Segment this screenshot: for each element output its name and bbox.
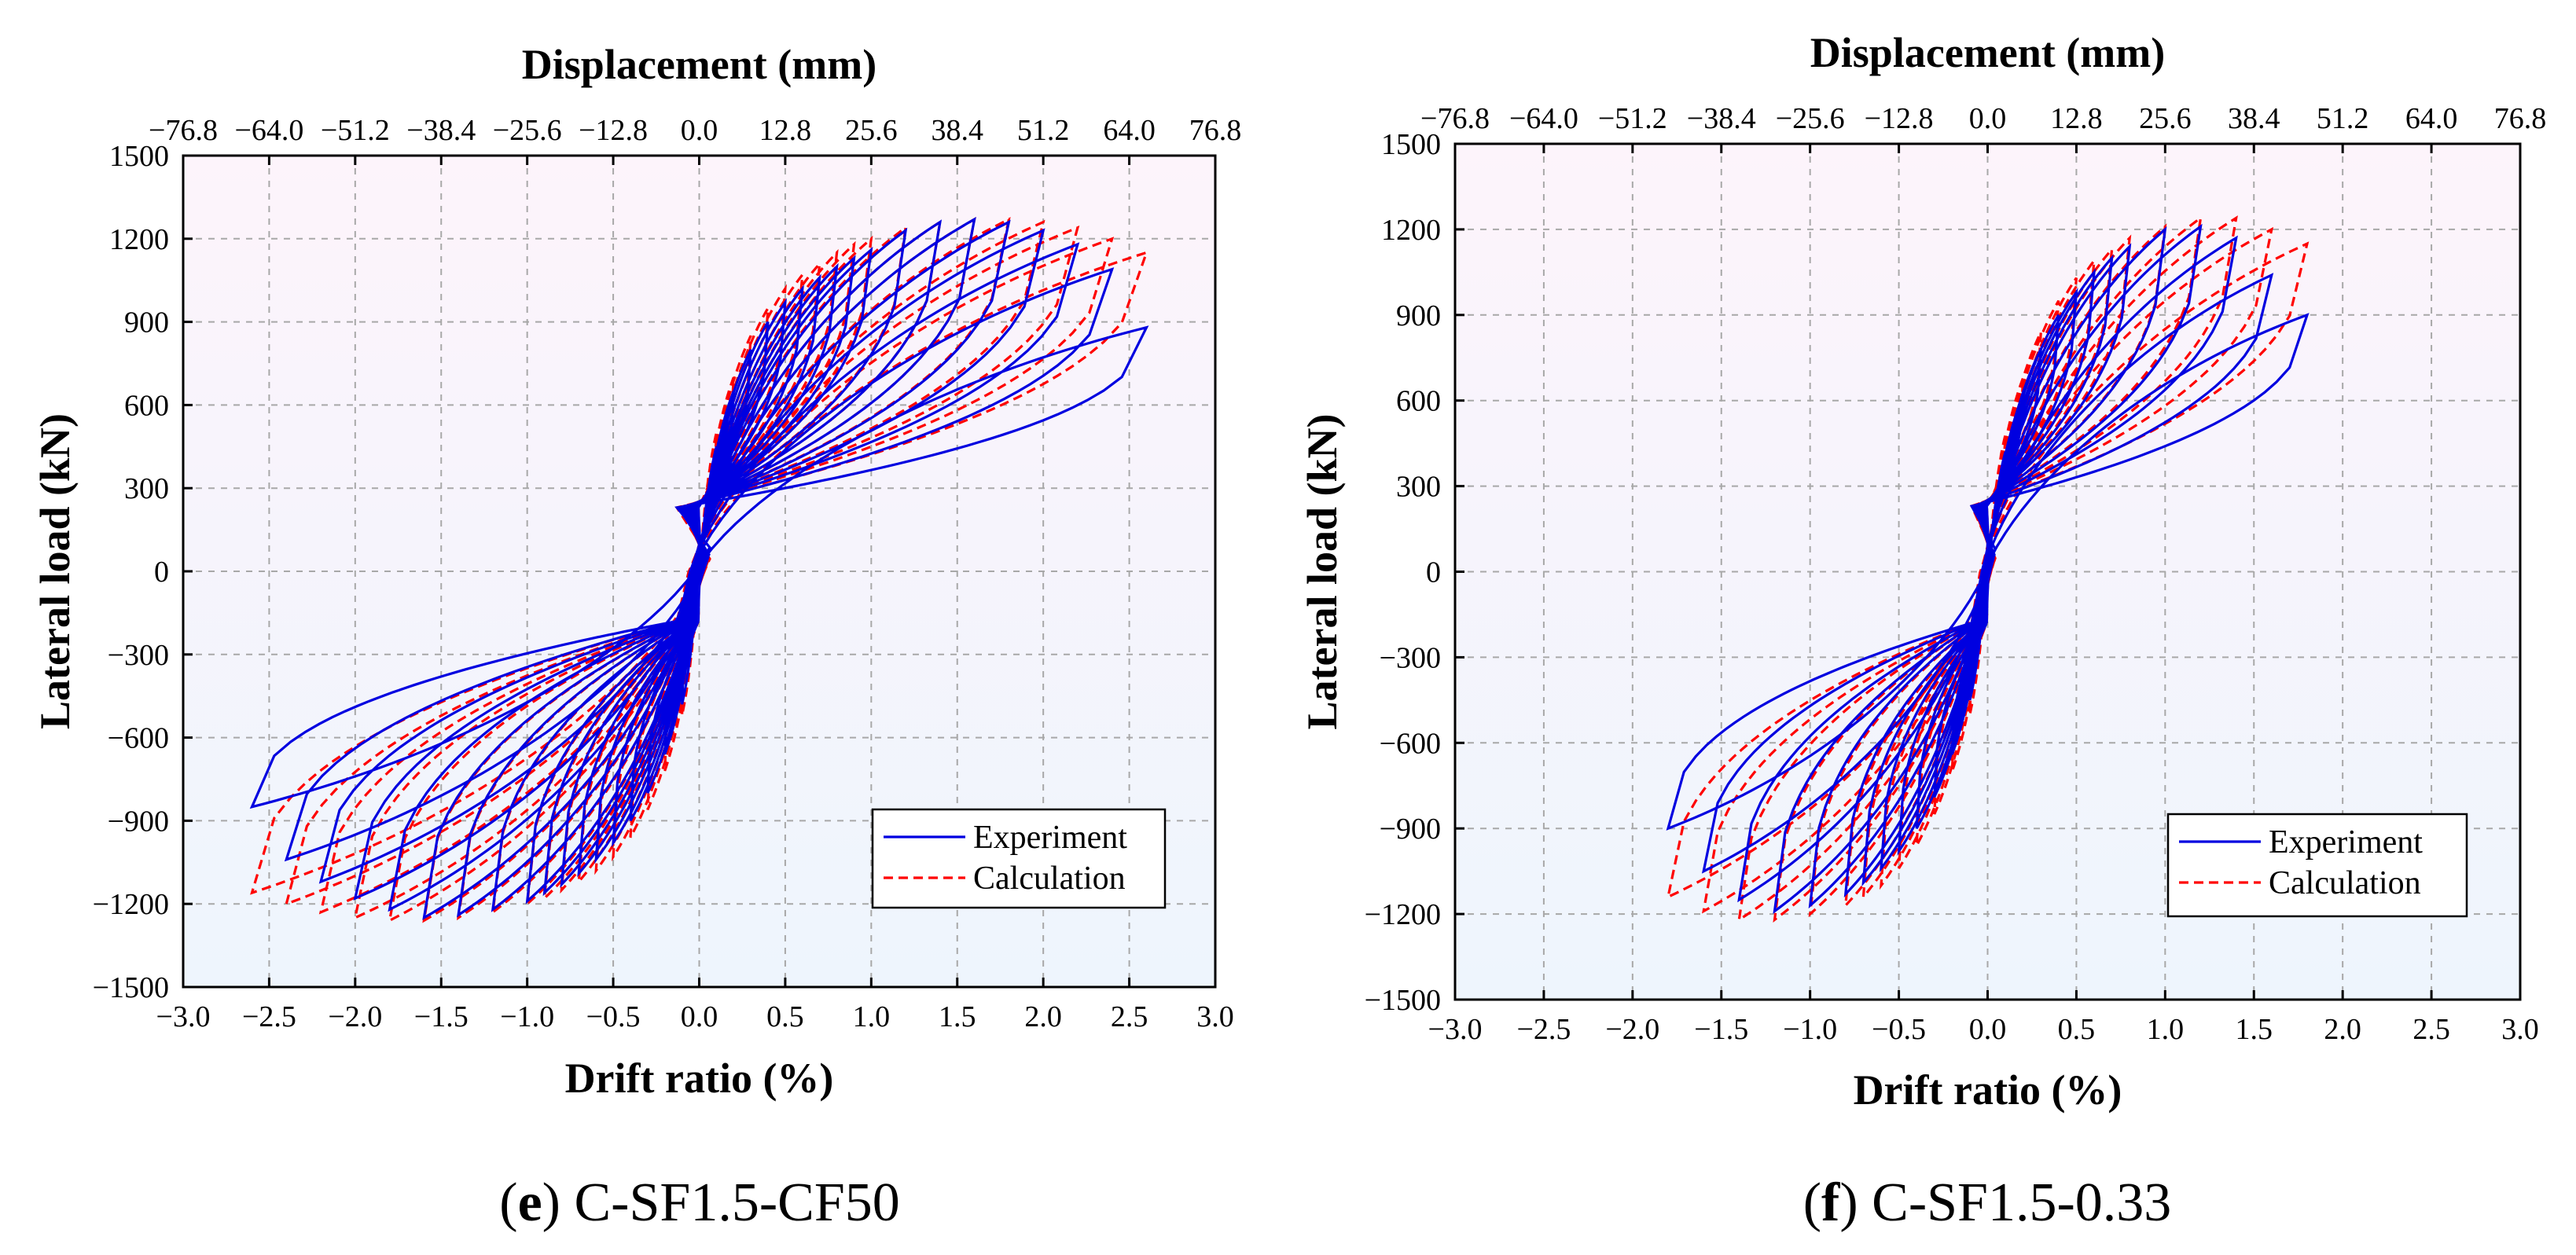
x-tick-label: 0.0 (681, 1000, 718, 1033)
x-tick-label: 2.5 (2412, 1013, 2450, 1046)
x2-tick-label: 64.0 (2405, 102, 2458, 135)
x2-tick-label: −64.0 (234, 114, 303, 147)
y-tick-label: 300 (1396, 471, 1441, 504)
x-tick-label: −2.5 (242, 1000, 296, 1033)
caption-paren-open: ( (499, 1172, 517, 1233)
y-tick-label: 600 (1396, 385, 1441, 418)
x-axis-title: Drift ratio (%) (1854, 1066, 2122, 1114)
x-tick-label: 1.0 (2147, 1013, 2185, 1046)
y-tick-label: −1200 (93, 888, 169, 921)
x-tick-label: −2.0 (328, 1000, 382, 1033)
figure-caption: (f) C-SF1.5-0.33 (1803, 1172, 2172, 1233)
y-tick-label: 300 (124, 472, 169, 505)
x-tick-label: −0.5 (586, 1000, 641, 1033)
series-experiment-line (1666, 223, 2310, 915)
x-tick-label: −2.5 (1516, 1013, 1571, 1046)
x-tick-label: 0.5 (766, 1000, 804, 1033)
x2-tick-label: 76.8 (1189, 114, 1242, 147)
x-tick-label: −1.5 (414, 1000, 469, 1033)
x-tick-label: 1.5 (939, 1000, 976, 1033)
x-tick-label: −3.0 (156, 1000, 211, 1033)
y-tick-label: 0 (1426, 556, 1441, 589)
caption-letter: e (518, 1172, 542, 1233)
y-tick-label: 900 (1396, 299, 1441, 332)
y-tick-label: 0 (154, 556, 169, 589)
y-tick-label: −600 (1380, 727, 1441, 760)
x2-tick-label: −76.8 (149, 114, 218, 147)
series-experiment-line (249, 217, 1149, 920)
chart-f: −3.0 −76.8 −2.5 −64.0 −2.0 −51.2 −1.5 −38.4 −1.0… (1299, 29, 2546, 1233)
legend-label-calculation: Calculation (2269, 865, 2421, 901)
x2-tick-label: 25.6 (2139, 102, 2192, 135)
legend-label-experiment: Experiment (973, 820, 1127, 856)
caption-letter: f (1821, 1172, 1840, 1233)
x2-tick-label: 51.2 (2317, 102, 2369, 135)
x2-tick-label: 76.8 (2494, 102, 2547, 135)
y-tick-label: 900 (124, 306, 169, 339)
x2-tick-label: −12.8 (1865, 102, 1934, 135)
x-tick-label: −0.5 (1872, 1013, 1926, 1046)
x2-tick-label: −51.2 (321, 114, 390, 147)
y-tick-label: 1200 (1381, 214, 1441, 247)
y-tick-label: −1500 (93, 971, 169, 1004)
caption-name: ) C-SF1.5-0.33 (1839, 1172, 2171, 1233)
x-tick-label: 2.5 (1111, 1000, 1148, 1033)
x2-tick-label: −51.2 (1598, 102, 1667, 135)
y-axis-title: Lateral load (kN) (1299, 414, 1346, 730)
legend-box (2166, 813, 2468, 918)
x2-tick-label: 0.0 (681, 114, 718, 147)
x2-tick-label: −25.6 (493, 114, 562, 147)
x2-tick-label: −38.4 (406, 114, 476, 147)
y-tick-label: −300 (108, 639, 169, 672)
legend-box (871, 808, 1167, 909)
figure-caption: (e) C-SF1.5-CF50 (499, 1172, 900, 1233)
legend-label-calculation: Calculation (973, 861, 1126, 897)
x-tick-label: 1.5 (2236, 1013, 2273, 1046)
chart-e: −3.0 −76.8 −2.5 −64.0 −2.0 −51.2 −1.5 −38.4 −1.0… (31, 41, 1241, 1233)
x2-axis-title: Displacement (mm) (522, 41, 876, 88)
y-axis-title: Lateral load (kN) (31, 413, 79, 729)
x2-tick-label: −12.8 (579, 114, 648, 147)
y-tick-label: 1200 (109, 223, 169, 256)
y-tick-label: −300 (1380, 641, 1441, 674)
x2-tick-label: 25.6 (845, 114, 898, 147)
x-tick-label: 0.5 (2058, 1013, 2096, 1046)
x-tick-label: −1.0 (1783, 1013, 1837, 1046)
x2-tick-label: 38.4 (932, 114, 984, 147)
x2-tick-label: −76.8 (1420, 102, 1490, 135)
x-tick-label: 3.0 (2501, 1013, 2539, 1046)
y-tick-label: 600 (124, 389, 169, 422)
x2-tick-label: −38.4 (1687, 102, 1756, 135)
x2-tick-label: 64.0 (1103, 114, 1156, 147)
x2-tick-label: 51.2 (1017, 114, 1070, 147)
y-tick-label: −1500 (1365, 984, 1441, 1017)
legend-label-experiment: Experiment (2269, 824, 2423, 861)
x-tick-label: 2.0 (1024, 1000, 1062, 1033)
caption-name: ) C-SF1.5-CF50 (542, 1172, 900, 1233)
x2-tick-label: −25.6 (1776, 102, 1845, 135)
x2-tick-label: 12.8 (759, 114, 812, 147)
x2-tick-label: −64.0 (1509, 102, 1578, 135)
x2-tick-label: 0.0 (1969, 102, 2007, 135)
x2-tick-label: 12.8 (2050, 102, 2103, 135)
x-tick-label: 3.0 (1196, 1000, 1234, 1033)
x2-axis-title: Displacement (mm) (1810, 29, 2165, 76)
x2-tick-label: 38.4 (2228, 102, 2280, 135)
y-tick-label: −900 (108, 805, 169, 838)
x-tick-label: 0.0 (1969, 1013, 2007, 1046)
caption-paren-open: ( (1803, 1172, 1821, 1233)
y-tick-label: −1200 (1365, 898, 1441, 931)
y-tick-label: 1500 (1381, 128, 1441, 161)
y-tick-label: −600 (108, 722, 169, 755)
x-tick-label: −1.0 (500, 1000, 554, 1033)
y-tick-label: 1500 (109, 140, 169, 173)
x-axis-title: Drift ratio (%) (565, 1055, 834, 1102)
x-tick-label: −2.0 (1605, 1013, 1659, 1046)
y-tick-label: −900 (1380, 813, 1441, 846)
x-tick-label: −3.0 (1428, 1013, 1483, 1046)
x-tick-label: 1.0 (853, 1000, 891, 1033)
x-tick-label: −1.5 (1694, 1013, 1748, 1046)
x-tick-label: 2.0 (2324, 1013, 2361, 1046)
